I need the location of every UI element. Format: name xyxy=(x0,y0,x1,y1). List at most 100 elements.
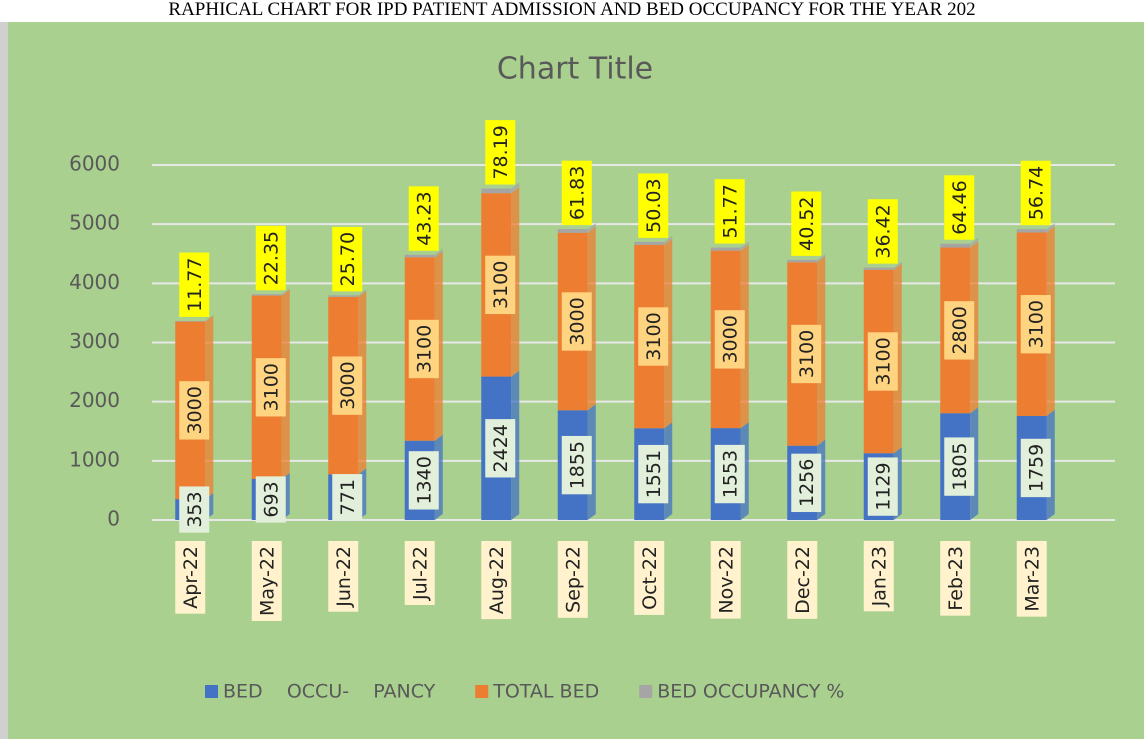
data-label-box xyxy=(332,474,363,521)
data-label-text: 22.35 xyxy=(260,231,282,285)
data-label: 1855 xyxy=(561,435,592,495)
data-label: 1553 xyxy=(714,444,745,504)
data-label-text: 61.83 xyxy=(566,166,588,220)
data-label-text: 3100 xyxy=(260,363,282,411)
data-label-text: 1805 xyxy=(949,442,971,490)
x-tick-label-box xyxy=(175,541,206,614)
data-label-box xyxy=(714,444,745,504)
x-tick-label: Jan-23 xyxy=(863,541,894,612)
data-label: 11.77 xyxy=(179,252,210,317)
data-label: 22.35 xyxy=(255,225,286,291)
data-label-box xyxy=(944,437,975,496)
bar xyxy=(634,241,665,245)
x-tick-label: Mar-23 xyxy=(1016,541,1047,617)
bar xyxy=(175,320,206,322)
data-label-box xyxy=(408,319,439,379)
chart-title: Chart Title xyxy=(497,52,653,87)
data-label: 771 xyxy=(332,474,363,521)
x-tick-label: Feb-23 xyxy=(940,541,971,616)
data-label: 1551 xyxy=(638,444,669,504)
x-tick-label: Aug-22 xyxy=(481,541,512,620)
data-label: 3000 xyxy=(714,310,745,369)
data-label-text: 43.23 xyxy=(413,191,435,245)
data-label: 40.52 xyxy=(791,191,822,256)
data-label: 25.70 xyxy=(332,226,363,292)
x-tick-label-box xyxy=(557,541,588,618)
data-label-box xyxy=(255,358,286,417)
x-tick-label: Apr-22 xyxy=(175,541,206,614)
legend-label: BED OCCUPANCY % xyxy=(657,681,844,703)
data-label: 1256 xyxy=(791,453,822,513)
data-label-box xyxy=(638,307,669,366)
data-label-box xyxy=(867,332,898,391)
data-label-text: 693 xyxy=(260,481,282,517)
bar-side xyxy=(893,261,902,270)
data-label: 1805 xyxy=(944,437,975,496)
data-label-box xyxy=(255,225,286,291)
data-label: 3100 xyxy=(867,332,898,391)
data-label-text: 2800 xyxy=(949,306,971,354)
data-label-text: 3000 xyxy=(719,315,741,363)
data-label-text: 1855 xyxy=(566,441,588,489)
data-label-text: 78.19 xyxy=(490,125,512,179)
bar-side xyxy=(740,241,749,251)
data-label-box xyxy=(638,444,669,504)
bar-side xyxy=(1046,223,1055,233)
bar xyxy=(251,294,282,296)
data-label-box xyxy=(638,173,669,238)
bar xyxy=(710,247,741,251)
page-header: RAPHICAL CHART FOR IPD PATIENT ADMISSION… xyxy=(168,0,976,20)
bar-side xyxy=(281,288,290,296)
data-label-box xyxy=(485,255,516,315)
data-label-text: 1553 xyxy=(719,450,741,498)
data-label-box xyxy=(1020,160,1051,226)
data-label: 1340 xyxy=(408,451,439,510)
x-tick-label-text: May-22 xyxy=(256,546,278,616)
y-tick-label: 1000 xyxy=(69,447,120,471)
data-label-box xyxy=(332,356,363,415)
data-label-text: 40.52 xyxy=(796,196,818,250)
x-tick-label-box xyxy=(481,541,512,620)
x-tick-label-box xyxy=(1016,541,1047,617)
data-label: 3000 xyxy=(332,356,363,415)
data-label-box xyxy=(867,457,898,516)
data-label: 2800 xyxy=(944,301,975,360)
bar-side xyxy=(205,314,214,322)
x-tick-label-text: Dec-22 xyxy=(792,546,814,614)
data-label-box xyxy=(867,199,898,264)
data-label-box xyxy=(408,186,439,251)
bar xyxy=(404,254,435,258)
x-tick-label-text: Jul-22 xyxy=(409,546,431,601)
data-label: 3100 xyxy=(485,255,516,315)
data-label-box xyxy=(561,160,592,226)
data-label-box xyxy=(332,226,363,292)
data-label-text: 50.03 xyxy=(643,178,665,232)
data-label-text: 11.77 xyxy=(184,258,206,312)
data-label: 64.46 xyxy=(944,175,975,240)
bar xyxy=(557,229,588,233)
bar-side xyxy=(970,237,979,248)
bar xyxy=(863,267,894,270)
x-tick-label-box xyxy=(863,541,894,612)
x-tick-label: May-22 xyxy=(251,541,282,621)
data-label-text: 3100 xyxy=(490,261,512,309)
data-label-box xyxy=(179,381,210,440)
legend-swatch xyxy=(475,685,489,698)
y-tick-label: 0 xyxy=(107,507,120,531)
data-label-text: 3000 xyxy=(566,297,588,345)
x-tick-label-box xyxy=(940,541,971,616)
data-label: 1129 xyxy=(867,457,898,516)
y-tick-label: 2000 xyxy=(69,388,120,412)
data-label-box xyxy=(179,252,210,317)
x-tick-label-text: Nov-22 xyxy=(715,546,737,614)
data-label-text: 1256 xyxy=(796,459,818,507)
data-label: 51.77 xyxy=(714,179,745,244)
x-tick-label-box xyxy=(634,541,665,615)
x-tick-label: Sep-22 xyxy=(557,541,588,618)
data-label-box xyxy=(561,435,592,495)
data-label-text: 771 xyxy=(337,479,359,515)
data-label: 50.03 xyxy=(638,173,669,238)
bar-side xyxy=(817,253,826,263)
